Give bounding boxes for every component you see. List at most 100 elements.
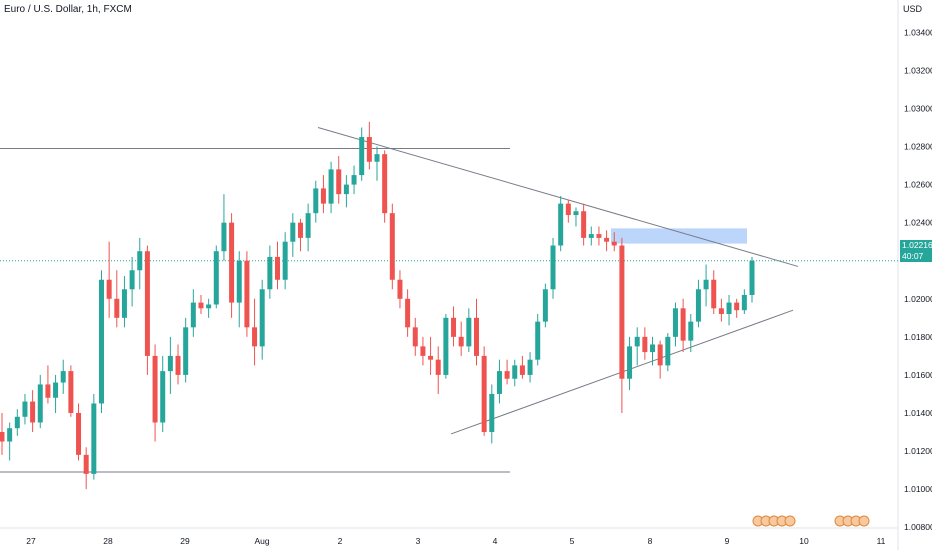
candle: [22, 393, 28, 425]
candle: [657, 340, 663, 379]
candle: [297, 218, 303, 252]
candle: [114, 270, 120, 328]
candle: [397, 270, 403, 309]
candle: [405, 289, 411, 337]
candle-body: [267, 256, 273, 290]
candle-body: [688, 321, 694, 341]
candle-body: [0, 432, 5, 442]
candle-body: [144, 251, 150, 356]
time-tick-label: 9: [725, 536, 730, 546]
candle-body: [558, 203, 564, 246]
candle: [565, 199, 571, 223]
candle-body: [596, 234, 602, 238]
candle-body: [527, 359, 533, 375]
candle: [351, 165, 357, 195]
candles: [0, 121, 755, 490]
candle-body: [504, 371, 510, 379]
candle-body: [121, 289, 127, 318]
candle-body: [734, 302, 740, 311]
price-tick-label: 1.03200: [904, 65, 932, 75]
candle: [642, 327, 648, 360]
candle: [76, 403, 82, 461]
candle-body: [535, 321, 541, 360]
price-tick-label: 1.02000: [904, 294, 932, 304]
event-badges: [752, 515, 870, 527]
candle-body: [7, 428, 13, 442]
candle-body: [680, 308, 686, 341]
candle: [711, 270, 717, 315]
candle-body: [167, 355, 173, 372]
candle: [535, 314, 541, 366]
candle-body: [183, 327, 189, 375]
candle: [504, 359, 510, 385]
candle-body: [336, 169, 342, 195]
candle-body: [466, 317, 472, 347]
candle: [30, 390, 36, 433]
price-tick-label: 1.00800: [904, 522, 932, 532]
candle-body: [282, 241, 288, 280]
time-tick-label: 29: [180, 536, 190, 546]
candle: [581, 203, 587, 246]
candle-body: [443, 317, 449, 375]
time-tick-label: 5: [570, 536, 575, 546]
candle: [190, 289, 196, 337]
time-tick-label: 27: [26, 536, 36, 546]
candle-body: [343, 184, 349, 195]
candle-body: [259, 289, 265, 347]
candle-body: [22, 401, 28, 417]
candle: [519, 355, 525, 379]
candle-body: [152, 355, 158, 423]
candle-body: [512, 365, 518, 379]
candle: [98, 270, 104, 413]
candle-body: [221, 222, 227, 252]
price-tick-label: 1.01600: [904, 370, 932, 380]
candle: [121, 275, 127, 328]
candle: [221, 194, 227, 261]
candle: [152, 344, 158, 442]
candle-body: [328, 169, 334, 204]
candle-body: [420, 346, 426, 356]
candle-body: [68, 371, 74, 413]
candle-body: [236, 260, 242, 303]
candle: [167, 336, 173, 394]
candle-body: [519, 365, 525, 375]
candle: [703, 264, 709, 307]
candle-body: [206, 304, 212, 309]
candle-body: [305, 213, 311, 238]
candle-body: [351, 175, 357, 185]
candle: [672, 302, 678, 347]
candle: [0, 412, 5, 455]
candle-body: [581, 211, 587, 238]
time-tick-label: 4: [493, 536, 498, 546]
bar-countdown: 40:07: [902, 251, 924, 261]
candle-body: [175, 355, 181, 375]
candle-body: [275, 256, 281, 280]
candle-body: [741, 294, 747, 311]
candle: [83, 447, 89, 490]
candle-body: [550, 245, 556, 290]
candle-body: [114, 298, 120, 318]
candle: [627, 336, 633, 391]
candle: [144, 245, 150, 375]
time-tick-label: Aug: [254, 536, 269, 546]
candle-body: [619, 245, 625, 379]
candle: [129, 256, 135, 307]
candle: [259, 279, 265, 360]
candle-body: [573, 211, 579, 216]
candle-body: [359, 137, 365, 176]
price-tick-label: 1.02600: [904, 180, 932, 190]
candle: [443, 314, 449, 379]
candle: [726, 294, 732, 326]
last-price-label: 1.02216 40:07: [900, 240, 932, 262]
candle-body: [665, 336, 671, 366]
candle-body: [160, 371, 166, 423]
candle-body: [718, 308, 724, 315]
candle: [420, 336, 426, 366]
candle: [343, 175, 349, 208]
candle: [382, 150, 388, 223]
candle: [496, 359, 502, 404]
candle-body: [481, 355, 487, 433]
candle-body: [382, 154, 388, 214]
candle: [634, 327, 640, 366]
